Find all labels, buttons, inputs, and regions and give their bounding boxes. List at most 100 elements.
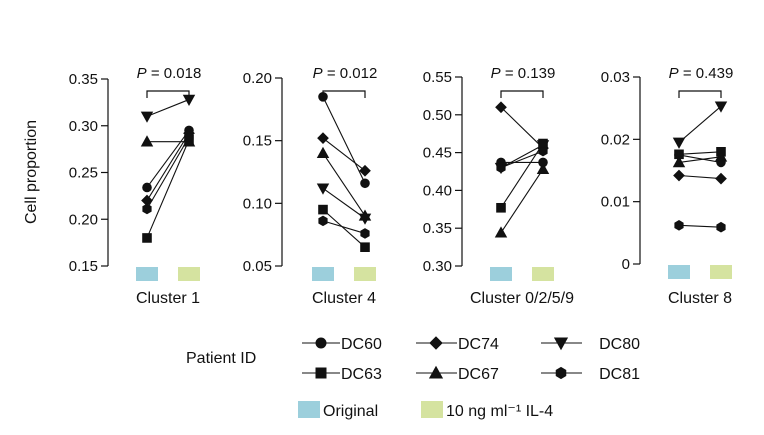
p-symbol: P	[137, 65, 147, 82]
y-tick-label: 0.01	[601, 194, 630, 211]
point-dc60-original	[142, 182, 152, 193]
p-value-label: P = 0.439	[669, 65, 734, 82]
y-tick-label: 0.25	[69, 165, 98, 182]
p-symbol: P	[669, 65, 679, 82]
point-dc67-il4	[714, 150, 728, 162]
legend-swatch	[298, 401, 320, 418]
legend-label: DC80	[599, 336, 640, 353]
point-dc81-original	[496, 162, 506, 174]
legend-marker-triangle-down	[553, 337, 569, 351]
p-value-label: P = 0.139	[491, 65, 556, 82]
legend-swatch	[421, 401, 443, 418]
legend-item-dc74: DC74	[416, 336, 499, 353]
y-tick-label: 0.05	[243, 258, 272, 275]
series-line-dc63	[146, 139, 190, 239]
series-line-dc80	[146, 99, 190, 117]
cluster-label: Cluster 0/2/5/9	[470, 290, 574, 307]
legend-item-dc67: DC67	[416, 365, 499, 383]
point-dc80-original	[672, 137, 686, 149]
point-dc81-il4	[184, 131, 194, 143]
series-line-dc80	[500, 144, 544, 169]
series-line-dc74	[322, 137, 366, 172]
cluster-label: Cluster 4	[312, 290, 376, 307]
series-line-dc80	[322, 187, 366, 219]
series-line-dc81	[146, 136, 190, 210]
y-tick-label: 0.35	[69, 71, 98, 88]
legend-marker-triangle-up	[428, 365, 444, 379]
series-line-dc67	[500, 168, 544, 234]
point-dc80-original	[140, 111, 154, 123]
series-line-dc63	[322, 209, 366, 248]
y-tick-label: 0.45	[423, 145, 452, 162]
series-line-dc60	[322, 96, 366, 184]
point-dc74-original	[673, 169, 685, 182]
p-value-label: P = 0.012	[313, 65, 378, 82]
point-dc81-original	[142, 203, 152, 215]
legend-condition-il4: 10 ng ml⁻¹ IL-4	[421, 401, 553, 420]
legend-condition-label: 10 ng ml⁻¹ IL-4	[446, 403, 553, 420]
point-dc81-il4	[538, 145, 548, 157]
condition-swatch-il4	[532, 267, 554, 281]
legend-marker-circle	[315, 337, 327, 349]
point-dc67-il4	[536, 162, 550, 175]
legend-label: DC81	[599, 366, 640, 383]
point-dc63-original	[496, 202, 506, 213]
point-dc74-il4	[715, 172, 727, 185]
condition-swatch-original	[490, 267, 512, 281]
series-line-dc80	[678, 105, 722, 143]
condition-swatch-il4	[354, 267, 376, 281]
cluster-label: Cluster 1	[136, 290, 200, 307]
point-dc81-original	[674, 220, 684, 231]
point-dc74-il4	[359, 164, 371, 177]
y-tick-label: 0.30	[69, 118, 98, 135]
p-value: = 0.139	[501, 65, 556, 82]
y-tick-label: 0.20	[243, 70, 272, 87]
y-tick-label: 0	[622, 256, 630, 273]
point-dc67-il4	[358, 209, 372, 221]
point-dc67-original	[494, 226, 508, 238]
p-symbol: P	[313, 65, 323, 82]
p-value-bracket	[678, 90, 722, 98]
y-axis-label: Cell proportion	[23, 120, 40, 224]
panel-2: 0.05 0.10 0.15 0.20 P = 0.012 Cluster 4	[243, 65, 378, 307]
point-dc80-original	[316, 183, 330, 195]
legend-item-dc63: DC63	[302, 366, 382, 383]
legend-item-dc80: DC80	[541, 336, 640, 353]
condition-swatch-original	[668, 265, 690, 279]
condition-swatch-original	[312, 267, 334, 281]
y-tick-label: 0.02	[601, 131, 630, 148]
series-line-dc60	[146, 130, 190, 188]
legend-label: DC67	[458, 366, 499, 383]
series-line-dc74	[678, 174, 722, 180]
condition-swatch-il4	[710, 265, 732, 279]
legend-patient-title: Patient ID	[186, 350, 256, 367]
point-dc67-original	[140, 135, 154, 147]
point-dc63-original	[318, 204, 328, 215]
y-tick-label: 0.55	[423, 69, 452, 86]
p-value-bracket	[500, 90, 544, 98]
point-dc81-original	[318, 215, 328, 227]
p-value-bracket	[322, 90, 366, 98]
point-dc74-original	[317, 132, 329, 145]
legend-label: DC60	[341, 336, 382, 353]
panel-1: 0.15 0.20 0.25 0.30 0.35 P = 0.018 Cluster 1	[69, 65, 202, 307]
p-value: = 0.018	[147, 65, 202, 82]
y-tick-label: 0.15	[69, 258, 98, 275]
legend-condition-original: Original	[298, 401, 378, 420]
series-line-dc81	[678, 224, 722, 228]
series-line-dc60	[678, 154, 722, 163]
condition-swatch-il4	[178, 267, 200, 281]
point-dc63-original	[142, 233, 152, 243]
panel-4: 0 0.01 0.02 0.03 P = 0.439 Cluster 8	[601, 65, 734, 307]
panel-3: 0.30 0.35 0.40 0.45 0.50 0.55 P = 0.139 Cluster…	[423, 65, 574, 307]
y-tick-label: 0.40	[423, 182, 452, 199]
point-dc74-original	[495, 101, 507, 114]
point-dc67-original	[672, 155, 686, 168]
point-dc81-il4	[360, 228, 370, 239]
legend-item-dc81: DC81	[541, 366, 640, 383]
point-dc60-il4	[360, 178, 370, 189]
y-tick-label: 0.35	[423, 220, 452, 237]
y-tick-label: 0.20	[69, 211, 98, 228]
series-line-dc74	[146, 132, 190, 201]
